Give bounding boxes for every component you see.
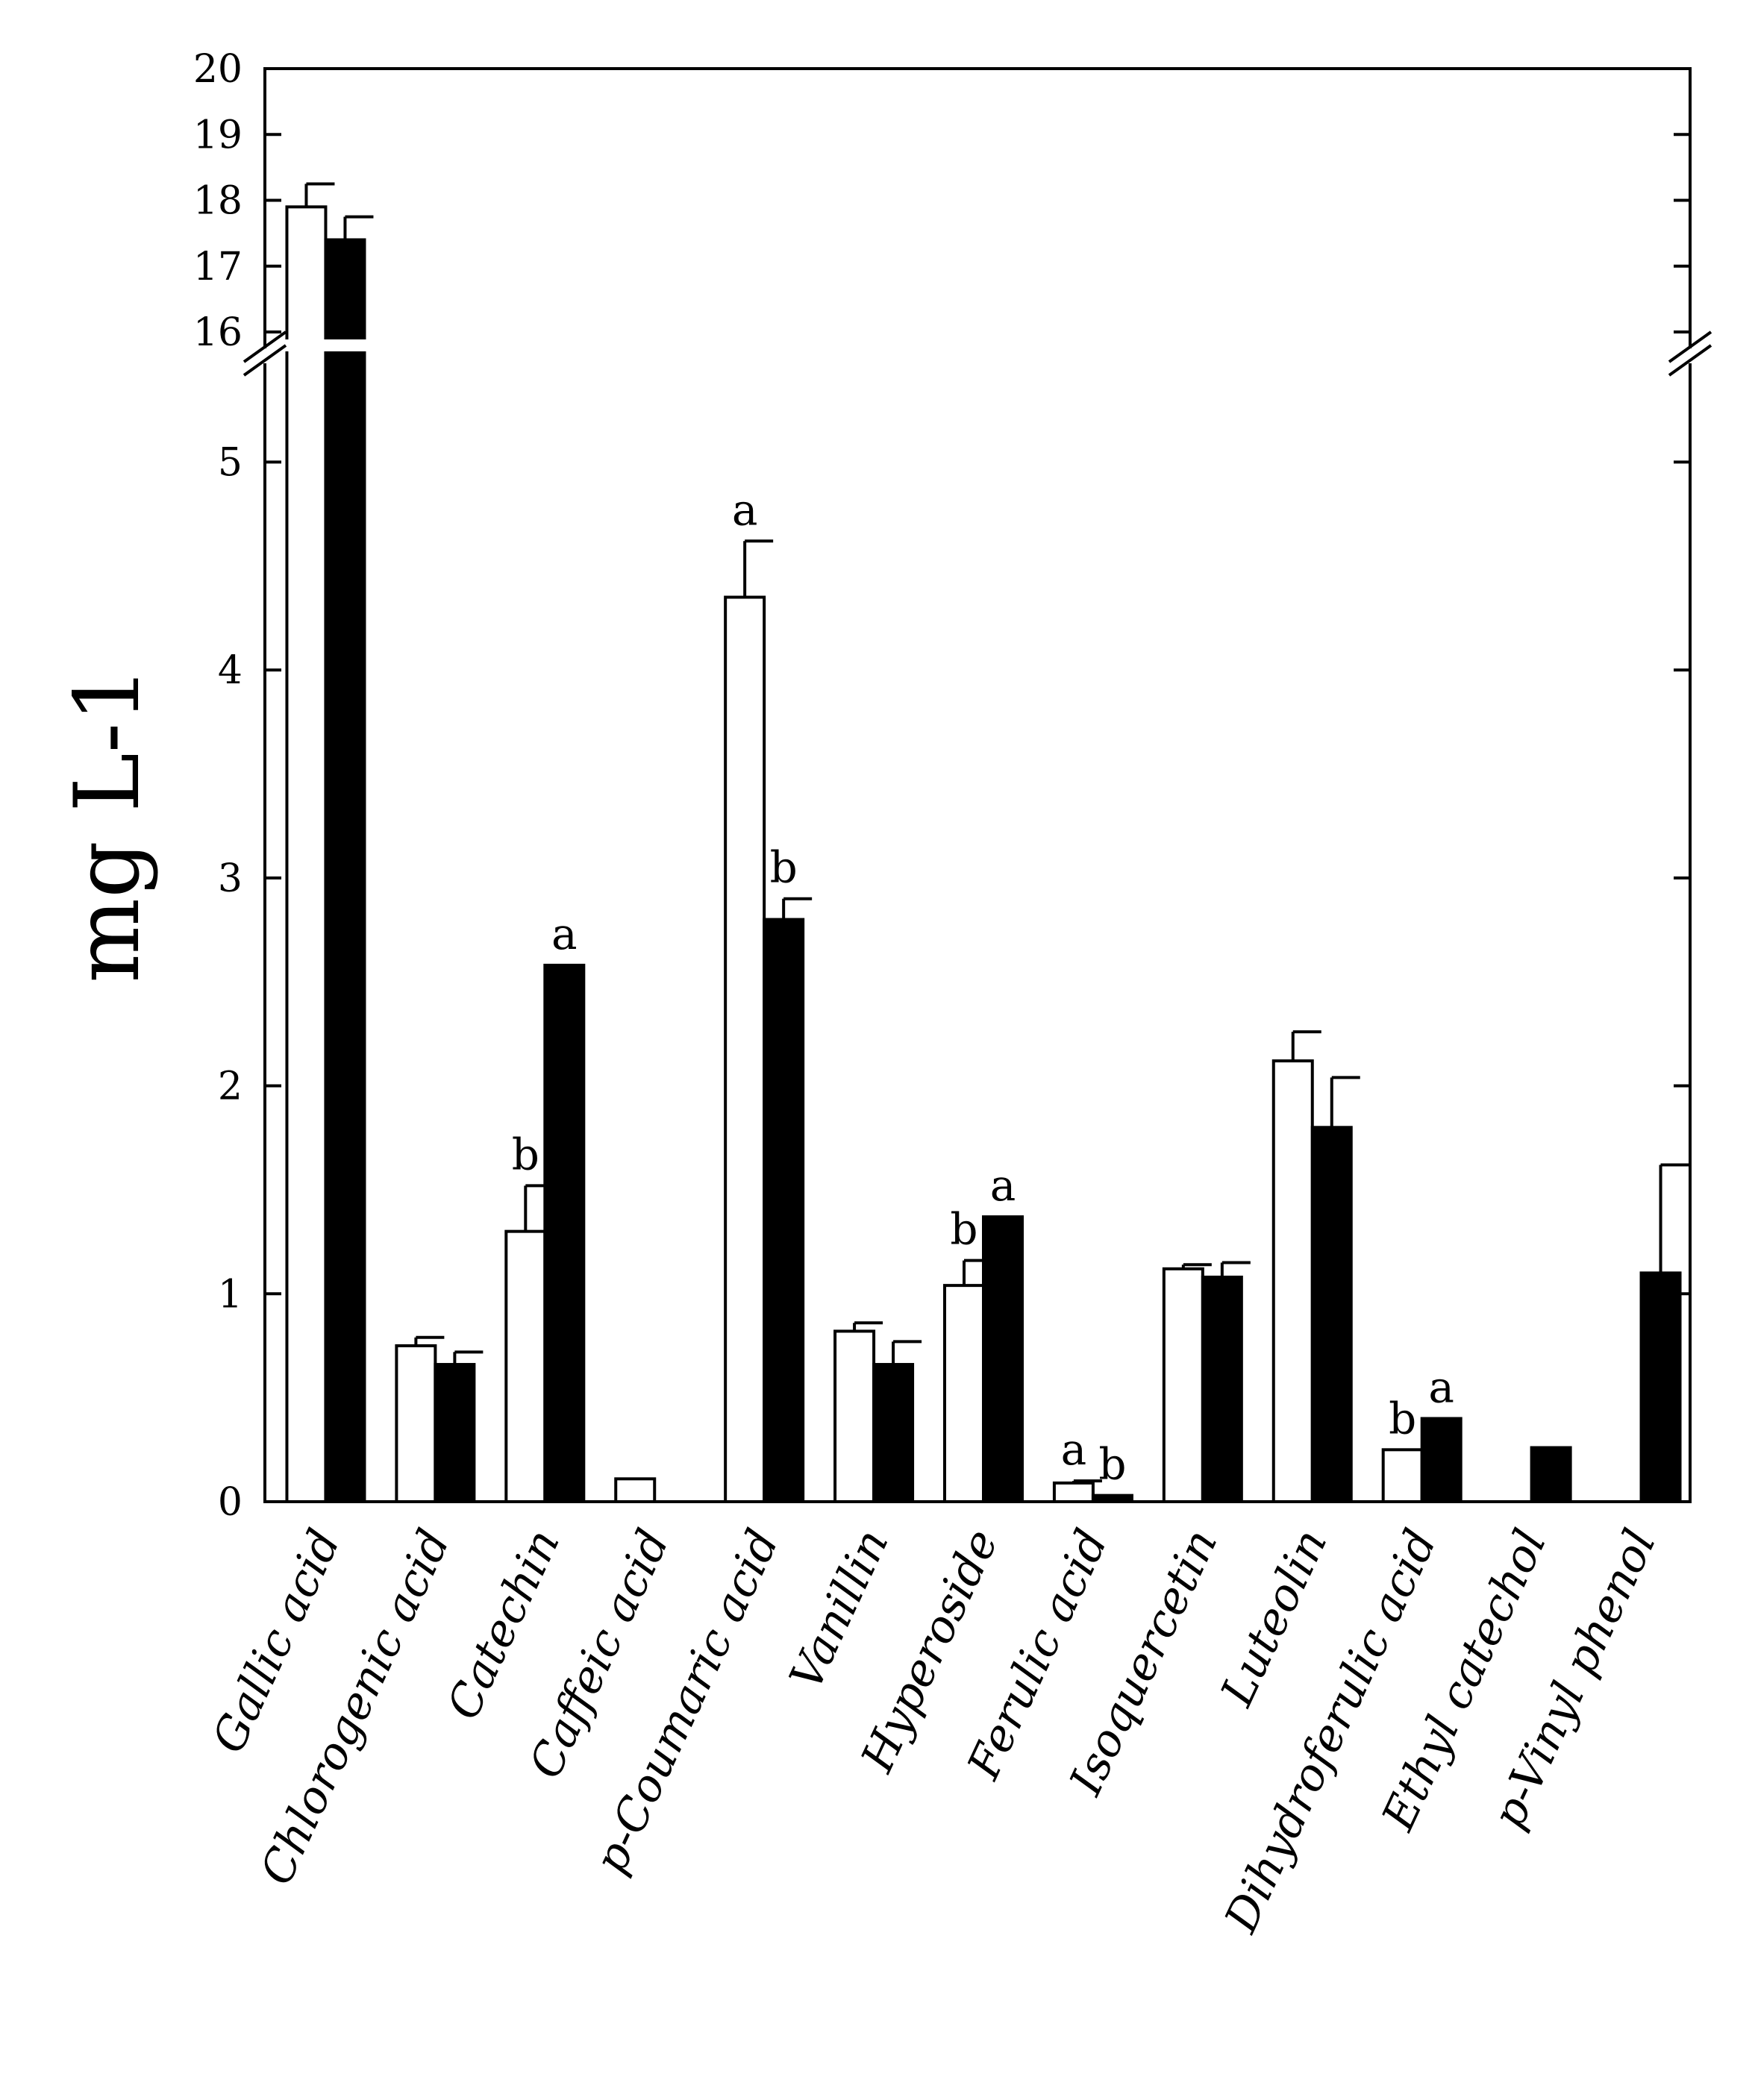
axis-break-mark-left [243, 344, 287, 377]
significance-letter: b [512, 1129, 539, 1179]
y-tick-label: 2 [218, 1065, 243, 1109]
y-tick-label: 20 [193, 47, 243, 92]
y-tick-label: 18 [193, 179, 243, 224]
lower-frame [263, 363, 1692, 1503]
bar-white-6 [943, 1284, 985, 1504]
significance-letter: a [551, 909, 578, 959]
bar-black-8 [1201, 1275, 1243, 1503]
bar-white-0 [285, 205, 328, 1504]
significance-letter: a [990, 1160, 1016, 1211]
y-tick-label: 4 [218, 648, 243, 693]
y-tick-label: 0 [218, 1480, 243, 1525]
x-category-label: Vanillin [780, 1522, 899, 1698]
bar-white-1 [395, 1344, 437, 1504]
upper-frame [263, 67, 1692, 348]
axis-break-mark-left [243, 330, 287, 363]
y-axis-label: mg L-1 [56, 665, 160, 982]
bar-black-9 [1310, 1126, 1353, 1503]
y-tick-label: 17 [193, 245, 243, 289]
significance-letter: a [1061, 1424, 1087, 1475]
bar-white-9 [1271, 1059, 1314, 1503]
significance-letter: a [732, 484, 758, 535]
bar-black-5 [872, 1363, 915, 1504]
significance-letter: b [1389, 1393, 1416, 1444]
y-tick-label: 1 [218, 1272, 243, 1317]
bar-white-3 [614, 1477, 657, 1503]
bar-white-10 [1381, 1448, 1424, 1504]
plot-frame [243, 67, 1712, 1503]
bar-white-8 [1162, 1267, 1204, 1503]
bars-layer [282, 205, 1682, 1504]
y-tick-label: 3 [218, 856, 243, 901]
significance-letter: b [770, 842, 798, 893]
bar-white-7 [1052, 1481, 1095, 1504]
y-axis-ticks: 0 1 2 3 4 5 16 17 18 19 20 [193, 47, 1690, 1525]
bar-black-1 [434, 1363, 476, 1504]
bar-black-2 [543, 963, 586, 1504]
y-tick-label: 19 [193, 113, 243, 157]
y-tick-label: 5 [218, 440, 243, 485]
significance-letter: a [1428, 1362, 1454, 1413]
bar-white-4 [724, 595, 766, 1503]
bar-white-5 [833, 1329, 876, 1503]
bar-white-2 [504, 1229, 547, 1503]
axis-break-mark-right [1668, 330, 1712, 363]
error-bars-layer [304, 182, 1689, 1483]
bar-black-11 [1530, 1446, 1572, 1503]
bar-black-12 [1639, 1271, 1682, 1504]
significance-letter: b [1098, 1439, 1126, 1490]
bar-black-4 [763, 918, 805, 1503]
y-tick-label: 16 [193, 310, 243, 355]
bar-black-0 [324, 238, 366, 1504]
axis-break-gap [282, 339, 369, 351]
x-category-label: Luteolin [1210, 1522, 1337, 1714]
significance-letter: b [950, 1204, 977, 1255]
bar-black-10 [1420, 1417, 1462, 1503]
axis-break-mark-right [1668, 344, 1712, 377]
